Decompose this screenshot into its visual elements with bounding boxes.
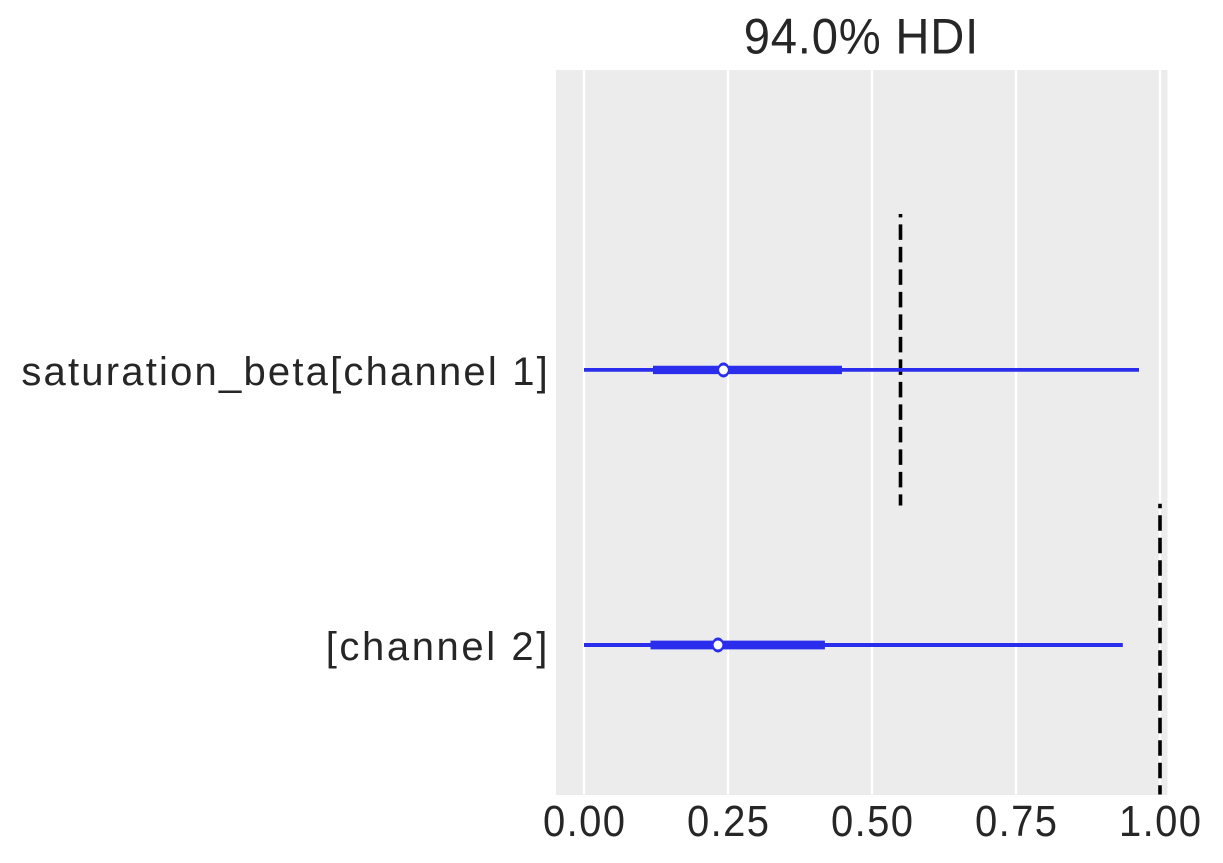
svg-text:0.50: 0.50 [831, 796, 914, 845]
svg-text:1.00: 1.00 [1119, 796, 1202, 845]
svg-text:saturation_beta[channel 1]: saturation_beta[channel 1] [21, 350, 550, 394]
svg-text:94.0% HDI: 94.0% HDI [744, 9, 979, 64]
svg-text:0.00: 0.00 [543, 796, 626, 845]
svg-text:0.25: 0.25 [687, 796, 770, 845]
svg-text:0.75: 0.75 [975, 796, 1058, 845]
svg-text:[channel 2]: [channel 2] [326, 625, 550, 669]
